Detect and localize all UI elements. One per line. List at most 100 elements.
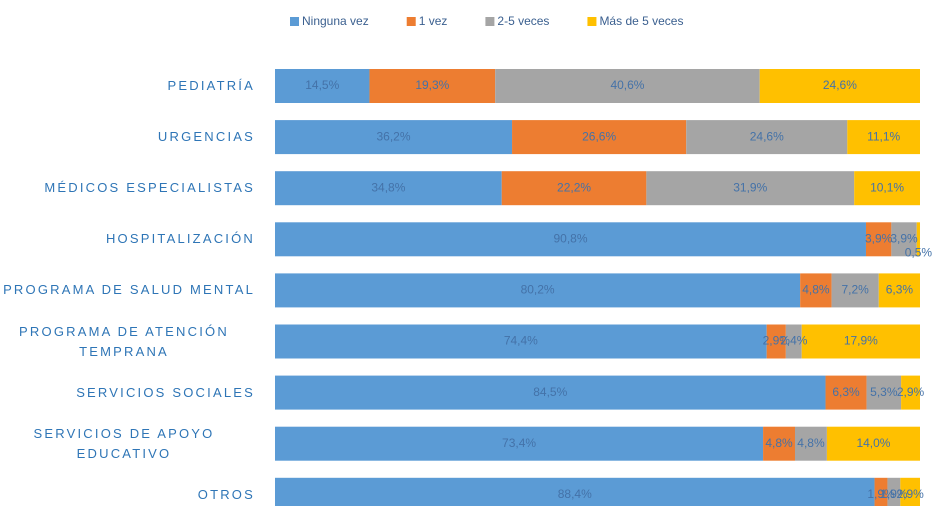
data-label: 88,4% <box>558 487 592 501</box>
data-label: 0,5% <box>905 245 933 259</box>
bar-segment <box>801 324 920 359</box>
bar-segment <box>891 222 917 257</box>
category-text: PEDIATRÍA <box>167 78 255 93</box>
bar-segment <box>646 171 855 206</box>
bar-segment <box>275 171 502 206</box>
data-label: 73,4% <box>502 436 536 450</box>
bar-segment <box>826 426 920 461</box>
category-text: PROGRAMA DE ATENCIÓN TEMPRANA <box>19 323 229 359</box>
data-label: 22,2% <box>557 180 591 194</box>
bar-segment <box>759 69 920 103</box>
legend-swatch <box>485 17 495 26</box>
bar-segment <box>785 324 802 359</box>
data-label: 14,5% <box>305 78 339 92</box>
bar-segment <box>275 375 826 410</box>
bar-segment <box>916 222 920 257</box>
bar-segment <box>874 477 888 506</box>
data-label: 26,6% <box>582 129 616 143</box>
legend-label: 1 vez <box>419 14 448 28</box>
data-label: 40,6% <box>610 78 644 92</box>
data-label: 19,3% <box>415 78 449 92</box>
bar-segment <box>275 273 801 308</box>
bar-segment <box>887 477 901 506</box>
bar-segment <box>275 222 866 257</box>
data-label: 7,2% <box>841 283 869 297</box>
bar-segment <box>369 69 496 103</box>
data-label: 1,9% <box>880 487 908 501</box>
data-label: 5,3% <box>870 385 898 399</box>
data-label: 11,1% <box>867 129 900 143</box>
bar-segment <box>878 273 920 308</box>
category-label: URGENCIAS <box>0 112 255 162</box>
data-label: 80,2% <box>521 283 555 297</box>
data-label: 74,4% <box>504 334 538 348</box>
category-label: SERVICIOS SOCIALES <box>0 368 255 418</box>
bar-segment <box>865 222 892 257</box>
legend-label: Más de 5 veces <box>599 14 683 28</box>
data-label: 90,8% <box>553 231 587 245</box>
category-label: PEDIATRÍA <box>0 61 255 111</box>
bar-segment <box>866 375 902 410</box>
bar-segment <box>512 120 687 155</box>
category-label: HOSPITALIZACIÓN <box>0 214 255 264</box>
bar-segment <box>794 426 827 461</box>
legend-swatch <box>406 17 416 26</box>
category-text: PROGRAMA DE SALUD MENTAL <box>3 282 255 298</box>
category-text: URGENCIAS <box>157 129 255 145</box>
legend-swatch <box>290 17 299 26</box>
category-label: SERVICIOS DE APOYO EDUCATIVO <box>0 419 255 469</box>
data-label: 17,9% <box>844 334 878 348</box>
category-label: OTROS <box>0 470 255 506</box>
data-label: 3,9% <box>890 231 918 245</box>
data-label: 2,9% <box>897 385 925 399</box>
data-label: 2,9% <box>763 334 791 348</box>
category-text: SERVICIOS DE APOYO EDUCATIVO <box>33 425 215 461</box>
data-label: 4,8% <box>802 283 830 297</box>
bar-segment <box>275 120 513 155</box>
data-label: 6,3% <box>832 385 860 399</box>
bar-segment <box>800 273 832 308</box>
bar-segment <box>495 69 760 103</box>
data-label: 6,3% <box>886 283 914 297</box>
data-label: 84,5% <box>533 385 567 399</box>
bar-segment <box>900 477 920 506</box>
data-label: 24,6% <box>823 78 857 92</box>
bar-segment <box>763 426 795 461</box>
category-label: PROGRAMA DE ATENCIÓN TEMPRANA <box>0 317 255 367</box>
legend-label: 2-5 veces <box>497 14 549 28</box>
bar-segment <box>275 426 764 461</box>
data-label: 36,2% <box>377 129 411 143</box>
legend-swatch <box>587 17 597 26</box>
bar-segment <box>766 324 786 359</box>
bar-segment <box>854 171 920 206</box>
bar-segment <box>901 375 920 410</box>
data-label: 24,6% <box>750 129 784 143</box>
data-label: 14,0% <box>856 436 890 450</box>
legend-label: Ninguna vez <box>302 14 369 28</box>
bar-segment <box>686 120 848 155</box>
category-label: PROGRAMA DE SALUD MENTAL <box>0 265 255 315</box>
bar-segment <box>501 171 647 206</box>
bar-segment <box>275 477 875 506</box>
data-label: 4,8% <box>797 436 825 450</box>
data-label: 10,1% <box>870 180 904 194</box>
bar-segment <box>831 273 879 308</box>
bar-segment <box>275 324 767 359</box>
category-text: HOSPITALIZACIÓN <box>105 231 255 247</box>
bar-segment <box>275 69 370 103</box>
data-label: 3,9% <box>865 231 893 245</box>
category-text: MÉDICOS ESPECIALISTAS <box>44 180 255 196</box>
data-label: 4,8% <box>765 436 793 450</box>
bar-segment <box>825 375 867 410</box>
bar-segment <box>847 120 920 155</box>
data-label: 31,9% <box>733 180 767 194</box>
data-label: 1,9% <box>867 487 895 501</box>
data-label: 2,9% <box>896 487 924 501</box>
category-text: OTROS <box>197 486 255 502</box>
data-label: 34,8% <box>371 180 405 194</box>
data-label: 2,4% <box>780 334 808 348</box>
category-text: SERVICIOS SOCIALES <box>76 384 255 400</box>
category-label: MÉDICOS ESPECIALISTAS <box>0 163 255 213</box>
